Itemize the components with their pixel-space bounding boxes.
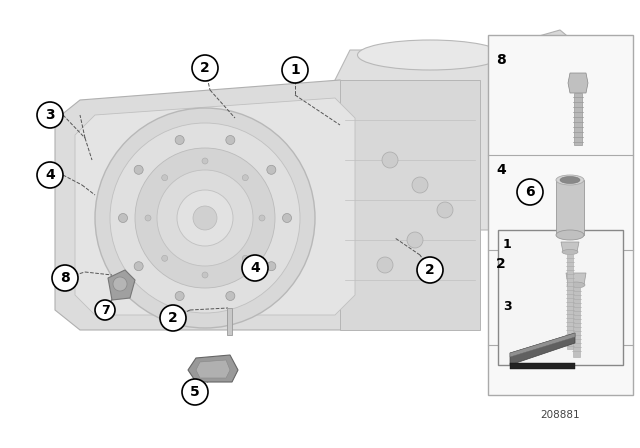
Text: 8: 8 (60, 271, 70, 285)
Circle shape (226, 292, 235, 301)
Polygon shape (55, 80, 370, 330)
Text: 4: 4 (250, 261, 260, 275)
Bar (488, 35, 633, 395)
Circle shape (437, 202, 453, 218)
Polygon shape (188, 355, 238, 382)
Text: 3: 3 (503, 300, 511, 313)
Text: 3: 3 (45, 108, 55, 122)
Ellipse shape (556, 230, 584, 240)
Circle shape (160, 305, 186, 331)
Polygon shape (568, 73, 588, 93)
Circle shape (162, 255, 168, 261)
Text: 4: 4 (496, 163, 506, 177)
Circle shape (52, 265, 78, 291)
Polygon shape (490, 30, 590, 115)
Circle shape (145, 215, 151, 221)
Text: 8: 8 (496, 53, 506, 67)
Ellipse shape (556, 175, 584, 185)
Ellipse shape (562, 250, 578, 254)
Circle shape (382, 152, 398, 168)
Bar (567, 254, 573, 349)
Circle shape (259, 215, 265, 221)
Circle shape (37, 102, 63, 128)
Circle shape (134, 165, 143, 174)
Circle shape (175, 292, 184, 301)
Circle shape (182, 379, 208, 405)
Circle shape (175, 135, 184, 145)
Circle shape (113, 277, 127, 291)
Circle shape (282, 57, 308, 83)
Bar (574, 93, 582, 145)
Circle shape (202, 158, 208, 164)
Circle shape (243, 175, 248, 181)
Polygon shape (75, 98, 355, 315)
Text: 2: 2 (200, 61, 210, 75)
Text: 1: 1 (290, 63, 300, 77)
Circle shape (517, 179, 543, 205)
Bar (510, 363, 575, 369)
Bar (556, 180, 584, 235)
Ellipse shape (560, 177, 580, 184)
Circle shape (202, 272, 208, 278)
Circle shape (162, 175, 168, 181)
Polygon shape (340, 80, 480, 330)
Circle shape (267, 262, 276, 271)
Circle shape (377, 257, 393, 273)
Text: 4: 4 (45, 168, 55, 182)
Polygon shape (196, 360, 230, 378)
Circle shape (110, 123, 300, 313)
Circle shape (407, 232, 423, 248)
Circle shape (95, 108, 315, 328)
Circle shape (243, 255, 248, 261)
Circle shape (177, 190, 233, 246)
Circle shape (37, 162, 63, 188)
Circle shape (134, 262, 143, 271)
Ellipse shape (508, 176, 530, 189)
Text: 7: 7 (100, 303, 109, 316)
Text: 5: 5 (190, 385, 200, 399)
Polygon shape (510, 333, 575, 365)
Text: 2: 2 (168, 311, 178, 325)
Polygon shape (510, 333, 575, 357)
Polygon shape (227, 308, 232, 335)
Bar (573, 287, 579, 357)
Text: 6: 6 (525, 185, 535, 199)
Text: 1: 1 (503, 238, 512, 251)
Circle shape (95, 300, 115, 320)
Circle shape (157, 170, 253, 266)
Polygon shape (108, 270, 135, 300)
Polygon shape (335, 50, 530, 230)
Circle shape (193, 206, 217, 230)
Circle shape (118, 214, 127, 223)
Circle shape (412, 177, 428, 193)
Circle shape (135, 148, 275, 288)
Circle shape (192, 55, 218, 81)
Polygon shape (566, 273, 586, 285)
Circle shape (242, 255, 268, 281)
Circle shape (267, 165, 276, 174)
Polygon shape (561, 242, 579, 252)
Ellipse shape (560, 45, 590, 85)
Circle shape (282, 214, 291, 223)
Bar (498, 230, 623, 365)
Circle shape (417, 257, 443, 283)
Text: 2: 2 (496, 257, 506, 271)
Ellipse shape (505, 176, 533, 194)
Ellipse shape (358, 40, 502, 70)
Text: 2: 2 (425, 263, 435, 277)
Ellipse shape (567, 282, 585, 288)
Text: 208881: 208881 (540, 410, 580, 420)
Circle shape (226, 135, 235, 145)
Ellipse shape (555, 43, 595, 98)
